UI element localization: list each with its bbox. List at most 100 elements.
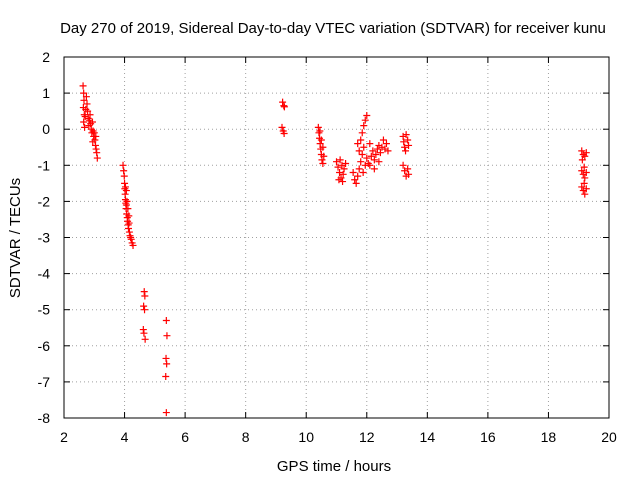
data-point <box>578 183 586 191</box>
data-point <box>278 123 286 131</box>
data-point <box>92 132 100 140</box>
data-point <box>581 190 589 198</box>
data-point <box>582 185 590 193</box>
data-point <box>80 118 88 126</box>
data-point <box>320 152 328 160</box>
data-point <box>126 232 134 240</box>
x-tick-label: 4 <box>121 429 129 445</box>
data-point <box>140 288 148 296</box>
y-tick-label: -5 <box>38 302 51 318</box>
data-point <box>358 129 366 137</box>
data-point <box>119 161 127 169</box>
data-point <box>80 96 88 104</box>
data-point <box>141 306 149 314</box>
x-tick-label: 6 <box>181 429 189 445</box>
data-point <box>355 165 363 173</box>
data-point <box>578 167 586 175</box>
data-point <box>333 158 340 166</box>
data-point <box>122 201 130 209</box>
data-point <box>125 228 133 236</box>
data-point <box>401 143 409 151</box>
data-point <box>342 159 350 167</box>
y-tick-label: -1 <box>38 157 51 173</box>
data-point <box>163 332 171 340</box>
data-point <box>336 156 344 164</box>
data-point <box>358 150 366 158</box>
data-point <box>363 111 371 119</box>
data-point <box>124 205 132 213</box>
data-point <box>339 178 347 186</box>
x-tick-labels: 2 4 6 8 10 12 14 16 18 20 <box>60 429 617 445</box>
data-points <box>79 82 590 417</box>
data-point <box>578 147 586 155</box>
data-point <box>366 140 374 148</box>
data-point <box>335 176 343 184</box>
data-point <box>355 147 363 155</box>
data-point <box>120 167 128 175</box>
data-point <box>315 129 323 137</box>
y-tick-labels: 2 1 0 -1 -2 -3 -4 -5 -6 -7 -8 <box>38 49 51 426</box>
y-tick-label: -2 <box>38 193 51 209</box>
data-point <box>82 93 90 101</box>
data-point <box>399 161 407 169</box>
data-point <box>360 143 368 151</box>
data-point <box>86 111 94 119</box>
data-point <box>162 372 170 380</box>
data-point <box>349 169 357 177</box>
data-point <box>93 149 101 157</box>
data-point <box>338 161 346 169</box>
data-point <box>339 170 347 178</box>
data-point <box>314 123 322 131</box>
data-point <box>123 197 131 205</box>
data-point <box>367 152 375 160</box>
data-point <box>352 179 360 187</box>
data-point <box>125 219 133 227</box>
data-point <box>124 224 132 232</box>
data-point <box>354 172 362 180</box>
data-point <box>580 163 588 171</box>
data-point <box>81 123 89 131</box>
data-point <box>581 174 589 182</box>
data-point <box>279 98 287 106</box>
data-point <box>363 154 371 162</box>
data-point <box>163 360 171 368</box>
y-tick-label: -4 <box>38 266 51 282</box>
grid <box>64 57 609 418</box>
x-tick-label: 18 <box>541 429 557 445</box>
data-point <box>336 169 344 177</box>
plot-frame <box>63 56 610 419</box>
data-point <box>127 234 135 241</box>
x-tick-label: 16 <box>480 429 496 445</box>
data-point <box>139 326 147 334</box>
data-point <box>400 138 408 146</box>
data-point <box>359 169 367 177</box>
data-point <box>340 165 348 173</box>
data-point <box>351 176 359 184</box>
y-tick-label: 2 <box>42 49 50 65</box>
data-point <box>369 147 377 155</box>
data-point <box>384 147 392 155</box>
data-point <box>129 241 137 249</box>
data-point <box>317 136 325 144</box>
data-point <box>92 145 100 153</box>
x-axis-label: GPS time / hours <box>277 458 391 475</box>
y-tick-label: 1 <box>42 85 50 101</box>
data-point <box>402 147 410 155</box>
y-tick-label: -8 <box>38 410 51 426</box>
y-tick-label: -3 <box>38 230 51 246</box>
x-tick-label: 14 <box>420 429 436 445</box>
data-point <box>578 156 586 164</box>
data-point <box>141 335 149 343</box>
data-point <box>357 158 365 166</box>
data-point <box>121 183 129 191</box>
data-point <box>124 217 132 225</box>
data-point <box>580 179 588 187</box>
x-tick-label: 8 <box>242 429 250 445</box>
data-point <box>404 165 412 173</box>
data-point <box>366 161 374 169</box>
data-point <box>141 292 149 300</box>
x-tick-label: 2 <box>60 429 68 445</box>
data-point <box>127 235 135 243</box>
data-point <box>582 169 590 177</box>
data-point <box>125 212 133 220</box>
